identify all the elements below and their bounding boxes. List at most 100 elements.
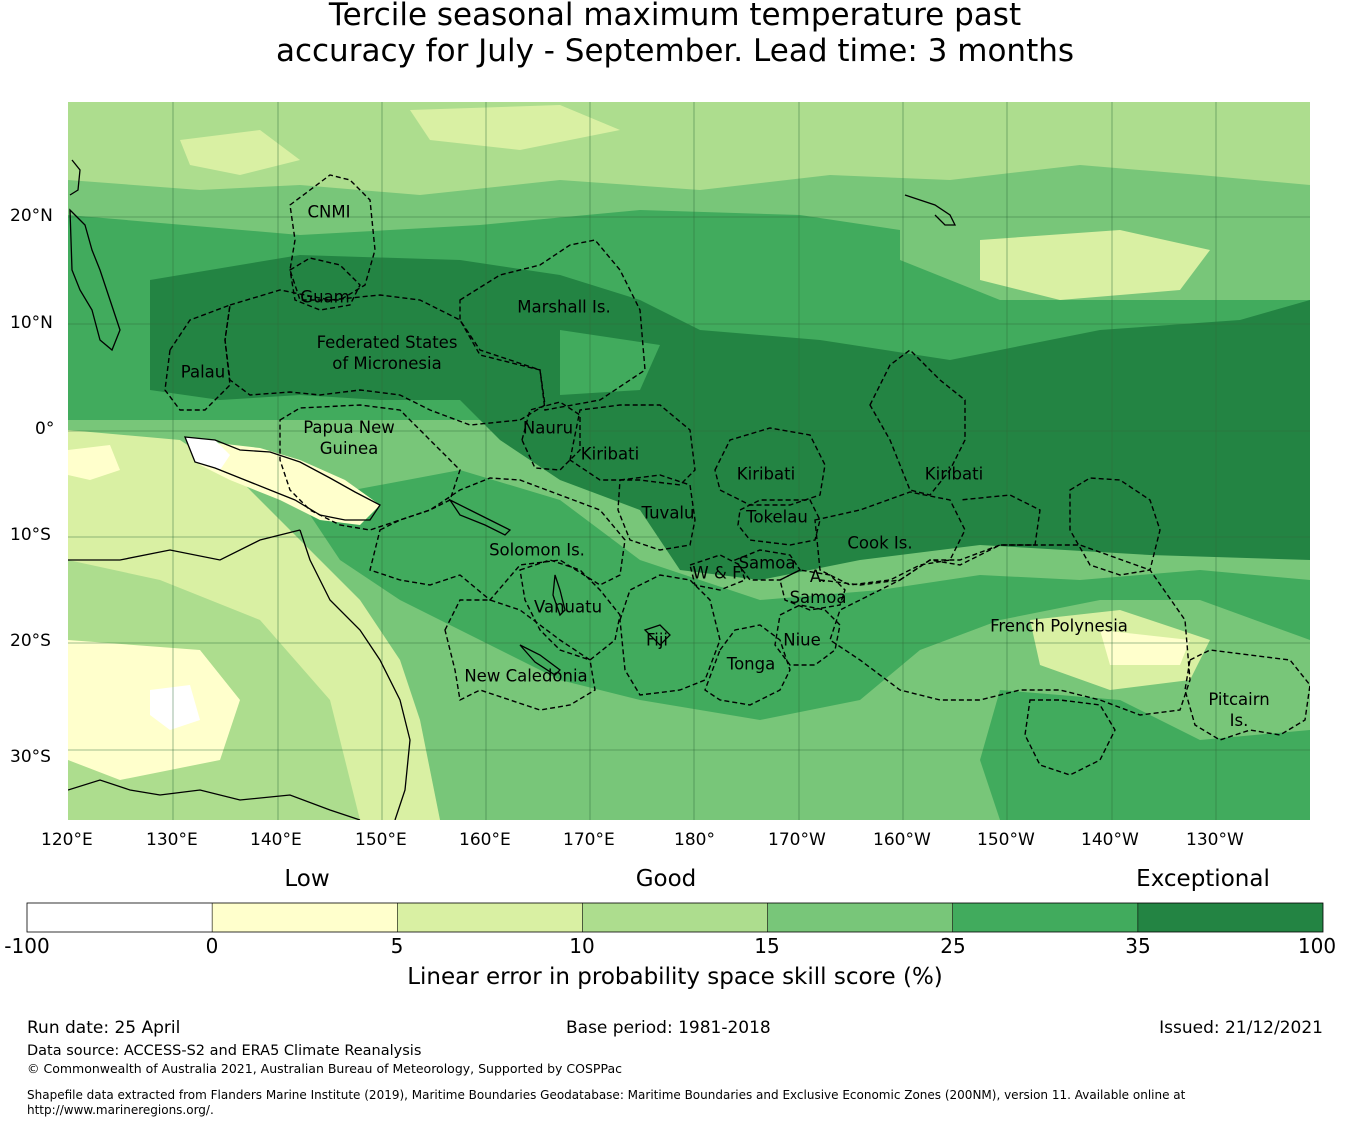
legend-tick: 0 [205,934,219,958]
eez-samoa [733,549,802,581]
region-label-niue: Niue [783,630,821,650]
eez-american-samoa [779,569,846,611]
colorbar-swatch [27,903,213,932]
skill-zone-png-yellow [190,440,380,525]
lon-label-170e: 170°E [563,830,615,850]
skill-zone-north-pale [410,105,620,150]
eez-federated-states-of-micronesia [224,289,546,426]
skill-zone-north-pale [180,130,300,175]
eez-kiribati-east [869,349,966,496]
eez-pitcairn [1184,649,1310,741]
region-label-guam: Guam [300,287,350,307]
coastline-new-guinea [183,436,381,521]
eez-boundaries [164,174,1310,776]
eez-marshall-islands [459,239,646,411]
eez-tuvalu [617,474,696,551]
region-label-solomon-islands: Solomon Is. [489,540,585,560]
legend-tick: 25 [940,934,966,958]
region-label-french-polynesia: French Polynesia [990,616,1128,636]
region-label-fsm: Federated States of Micronesia [316,333,458,373]
lon-label-150w: 150°W [977,830,1035,850]
eez-niue [774,604,841,666]
skill-zone-south-medium [980,690,1310,820]
data-source: Data source: ACCESS-S2 and ERA5 Climate … [27,1043,422,1059]
eez-new-caledonia [444,599,596,711]
region-label-marshall-islands: Marshall Is. [517,297,611,317]
legend-category-exceptional: Exceptional [1136,866,1270,892]
region-label-fiji: Fiji [645,630,669,650]
legend-tick: 5 [390,934,404,958]
colorbar-swatch [397,903,583,932]
lat-label-0: 0° [35,419,55,439]
legend-category-good: Good [635,866,697,892]
colorbar-swatch [212,903,398,932]
legend-tick: 10 [569,934,595,958]
coastline-taiwan [69,159,81,196]
legend-tick: 100 [1297,934,1337,958]
eez-nauru [521,401,581,471]
lon-label-160e: 160°E [459,830,511,850]
eez-papua-new-guinea [279,404,461,531]
colorbar-swatch [1137,903,1323,932]
eez-cook-islands-south [819,494,1041,586]
coastline-australia-north [68,529,301,561]
skill-zone-north-light [68,102,1310,195]
region-label-tuvalu: Tuvalu [641,503,695,523]
coastline-fiji [643,624,671,646]
region-label-palau: Palau [180,362,226,382]
eez-tokelau [737,499,821,546]
region-label-papua-new-guinea: Papua New Guinea [303,418,395,458]
skill-zone-north-medium [560,330,660,395]
eez-guam [289,257,361,311]
region-label-cook-islands: Cook Is. [847,533,913,553]
lat-label-10n: 10°N [10,313,53,333]
colorbar-frame [26,902,1324,933]
coastline-philippines [69,208,121,352]
coastline-hawaii [904,194,957,226]
run-date: Run date: 25 April [27,1018,181,1038]
eez-cnmi [289,174,376,301]
lon-label-130w: 130°W [1186,830,1244,850]
lon-label-150e: 150°E [355,830,407,850]
colorbar-swatch [767,903,953,932]
coastline-new-caledonia [519,644,561,676]
lat-label-20n: 20°N [10,206,53,226]
lat-label-30s: 30°S [10,747,51,767]
lon-label-130e: 130°E [146,830,198,850]
colorbar-swatch [582,903,768,932]
legend-tick: -100 [4,934,50,958]
skill-zone-west-pale [68,500,160,560]
region-label-cnmi: CNMI [307,202,351,222]
shapefile-credit-line2: http://www.marineregions.org/. [27,1103,214,1117]
lon-label-120e: 120°E [41,830,93,850]
chart-title-line1: Tercile seasonal maximum temperature pas… [328,0,1022,33]
region-label-kiribati-central: Kiribati [736,464,796,484]
colorbar-title: Linear error in probability space skill … [407,964,943,990]
lon-label-140w: 140°W [1081,830,1139,850]
colorbar-swatch [952,903,1138,932]
eez-french-polynesia [829,544,1191,716]
legend-tick: 35 [1125,934,1151,958]
region-label-nauru: Nauru [522,418,574,438]
region-label-kiribati-west: Kiribati [580,444,640,464]
eez-palau [164,303,231,411]
base-period: Base period: 1981-2018 [566,1018,771,1038]
eez-cook-islands [814,491,966,586]
coastline-australia-east [299,529,411,820]
lat-label-20s: 20°S [10,631,51,651]
chart-title-line2: accuracy for July - September. Lead time… [275,33,1075,69]
coastlines [68,159,957,820]
legend-tick: 15 [754,934,780,958]
eez-wallis-and-futuna [689,554,746,591]
region-label-tonga: Tonga [726,654,776,674]
region-label-new-caledonia: New Caledonia [464,666,588,686]
lon-label-180: 180° [674,830,715,850]
region-label-vanuatu: Vanuatu [533,597,603,617]
skill-zone-south-yellow [1100,630,1190,665]
skill-zone-north-pale [980,230,1210,300]
eez-kiribati-central [714,427,826,506]
skill-zone-west-yellow [68,445,120,480]
shapefile-credit-line1: Shapefile data extracted from Flanders M… [27,1088,1186,1102]
region-label-samoa: Samoa [738,553,796,573]
coastline-solomon-islands [448,498,512,536]
